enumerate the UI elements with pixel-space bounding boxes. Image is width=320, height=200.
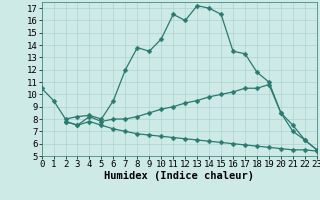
X-axis label: Humidex (Indice chaleur): Humidex (Indice chaleur) bbox=[104, 171, 254, 181]
